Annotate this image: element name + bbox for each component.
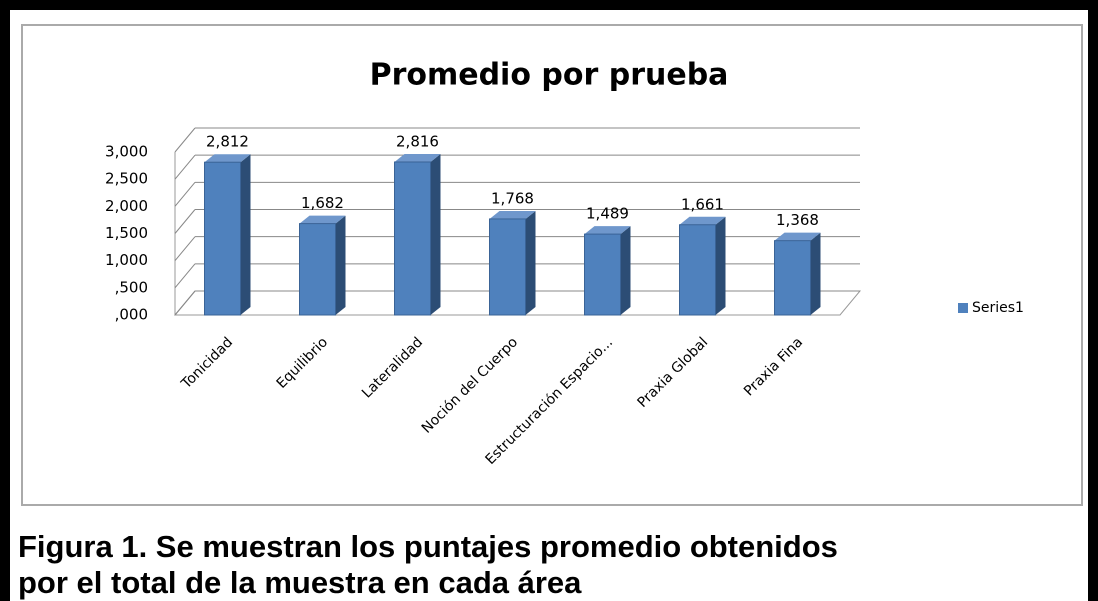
grid-line [174, 127, 196, 153]
grid-line [174, 290, 196, 316]
bar-side [430, 153, 441, 315]
frame [0, 0, 1098, 10]
bar-top [489, 210, 536, 219]
y-tick-label: 1,500 [105, 224, 148, 242]
chart-area [21, 24, 1083, 506]
legend-label: Series1 [972, 300, 1024, 316]
bar-side [240, 154, 251, 315]
bar [299, 223, 336, 316]
bar-top [299, 215, 346, 224]
value-label: 1,368 [776, 211, 819, 229]
bar [489, 218, 526, 316]
grid-line [174, 209, 196, 234]
bar-side [810, 232, 821, 315]
chart-title: Promedio por prueba [370, 58, 729, 93]
bar-side [335, 215, 346, 315]
grid-line [174, 154, 196, 180]
bar-side [525, 210, 536, 315]
bar [774, 240, 811, 316]
bar [679, 224, 716, 316]
value-label: 1,661 [681, 195, 724, 213]
grid-line [174, 236, 196, 261]
bar [584, 233, 621, 316]
grid-line [174, 263, 196, 289]
bar-top [774, 232, 821, 241]
bar-top [394, 153, 441, 162]
bar-top [679, 216, 726, 225]
caption: Figura 1. Se muestran los puntajes prome… [18, 529, 838, 564]
bar-side [620, 226, 631, 315]
legend-swatch [958, 303, 968, 313]
frame [0, 0, 10, 601]
y-tick-label: ,500 [115, 278, 148, 296]
value-label: 2,816 [396, 132, 439, 150]
bar-top [204, 154, 251, 163]
caption: por el total de la muestra en cada área [18, 565, 582, 600]
y-tick-label: 2,000 [105, 197, 148, 215]
value-label: 1,489 [586, 205, 629, 223]
bar-side [715, 216, 726, 315]
value-label: 1,768 [491, 189, 534, 207]
bar [394, 161, 431, 316]
value-label: 2,812 [206, 133, 249, 151]
y-tick-label: 2,500 [105, 170, 148, 188]
value-label: 1,682 [301, 194, 344, 212]
bar-top [584, 226, 631, 235]
y-tick-label: 3,000 [105, 143, 148, 161]
y-tick-label: 1,000 [105, 251, 148, 269]
grid-line [174, 182, 196, 207]
bar [204, 161, 241, 316]
frame [1088, 0, 1098, 601]
y-tick-label: ,000 [115, 306, 148, 324]
